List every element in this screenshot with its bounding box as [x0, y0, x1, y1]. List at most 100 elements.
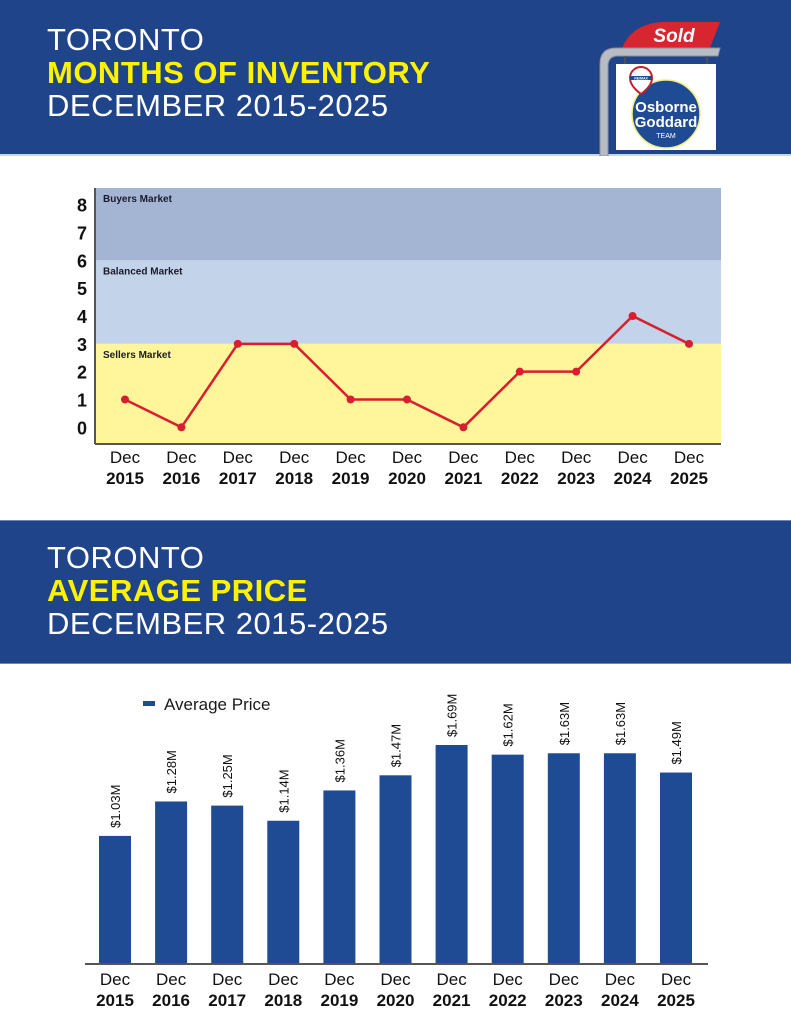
data-point: [459, 423, 468, 432]
remax-balloon-icon: [628, 66, 654, 96]
x-tick-label-year: 2025: [657, 991, 695, 1010]
x-tick-label-month: Dec: [223, 448, 254, 467]
x-tick-label-month: Dec: [100, 970, 131, 989]
x-tick-label-month: Dec: [617, 448, 648, 467]
x-tick-label-year: 2020: [377, 991, 415, 1010]
y-tick-label: 3: [77, 335, 87, 355]
x-tick-label-year: 2021: [444, 469, 482, 488]
remax-label: RE/MAX: [634, 77, 648, 81]
brand-circle: [631, 79, 701, 149]
x-tick-label-month: Dec: [212, 970, 243, 989]
x-tick-label-month: Dec: [448, 448, 479, 467]
y-tick-label: 1: [77, 390, 87, 410]
y-tick-label: 7: [77, 224, 87, 244]
y-tick-label: 2: [77, 363, 87, 383]
brand-line2: Goddard: [635, 114, 698, 131]
x-tick-label-month: Dec: [549, 970, 580, 989]
bar-value-label: $1.03M: [108, 785, 123, 828]
inventory-title-metric: MONTHS OF INVENTORY: [47, 55, 431, 90]
sold-banner-shape: [622, 22, 720, 48]
zone-sellers-market: [95, 343, 721, 444]
x-tick-label-year: 2025: [670, 469, 708, 488]
x-tick-label-year: 2019: [332, 469, 370, 488]
x-tick-label-year: 2016: [162, 469, 200, 488]
inventory-title: TORONTO MONTHS OF INVENTORY DECEMBER 201…: [47, 23, 430, 122]
sign-post-icon: [599, 47, 721, 156]
price-bar: [267, 820, 300, 964]
price-title-city: TORONTO: [47, 540, 205, 575]
bar-value-label: $1.36M: [332, 739, 347, 782]
bar-value-label: $1.25M: [220, 754, 235, 797]
x-tick-label-year: 2024: [601, 991, 639, 1010]
bar-value-label: $1.69M: [445, 694, 460, 737]
y-tick-label: 4: [77, 307, 87, 327]
data-point: [572, 367, 581, 376]
data-point: [290, 339, 299, 348]
bar-value-label: $1.63M: [613, 702, 628, 745]
bar-value-label: $1.28M: [164, 750, 179, 793]
x-tick-label-year: 2023: [557, 469, 595, 488]
data-point: [177, 423, 186, 432]
sold-label: Sold: [653, 26, 695, 47]
data-point: [515, 367, 524, 376]
x-tick-label-year: 2023: [545, 991, 583, 1010]
price-bar: [491, 754, 524, 964]
bar-value-label: $1.14M: [276, 769, 291, 812]
x-tick-label-year: 2018: [264, 991, 302, 1010]
price-bar-chart: Average Price $1.03M $1.28M $1.25M $1.14M $1…: [85, 694, 708, 1010]
legend-swatch: [143, 701, 155, 706]
price-title-metric: AVERAGE PRICE: [47, 573, 308, 608]
sold-sign-logo: Sold RE/MAX Osborne Goddard TEAM: [599, 22, 721, 156]
y-tick-label: 5: [77, 279, 87, 299]
x-tick-label-year: 2017: [208, 991, 246, 1010]
price-bar: [435, 745, 468, 964]
data-point: [403, 395, 411, 404]
x-tick-label-year: 2016: [152, 991, 190, 1010]
x-tick-label-year: 2018: [275, 469, 313, 488]
x-tick-label-month: Dec: [166, 448, 197, 467]
price-bar: [155, 801, 188, 964]
brand-line1: Osborne: [635, 99, 697, 116]
x-tick-label-year: 2015: [96, 991, 134, 1010]
x-tick-label-month: Dec: [561, 448, 592, 467]
price-bar: [211, 805, 244, 964]
price-bar: [99, 835, 131, 964]
zone-label-buyers-market: Buyers Market: [103, 194, 173, 205]
x-tick-label-month: Dec: [505, 448, 536, 467]
data-point: [233, 339, 242, 348]
x-tick-label-month: Dec: [380, 970, 411, 989]
bar-value-label: $1.49M: [669, 721, 684, 764]
brand-line3: TEAM: [656, 133, 676, 140]
x-tick-label-year: 2020: [388, 469, 426, 488]
y-tick-label: 8: [77, 196, 87, 216]
price-header-banner: TORONTO AVERAGE PRICE DECEMBER 2015-2025: [0, 520, 791, 664]
x-tick-label-month: Dec: [661, 970, 692, 989]
x-tick-label-month: Dec: [392, 448, 423, 467]
data-point: [685, 339, 693, 348]
y-tick-label: 0: [77, 418, 87, 438]
zone-label-sellers-market: Sellers Market: [103, 350, 171, 361]
x-tick-label-year: 2021: [433, 991, 471, 1010]
x-tick-label-year: 2022: [489, 991, 527, 1010]
legend: Average Price: [143, 695, 270, 714]
inventory-line-chart: Buyers Market Balanced Market Sellers Mark…: [77, 188, 721, 488]
x-tick-label-month: Dec: [268, 970, 299, 989]
x-tick-label-month: Dec: [436, 970, 467, 989]
x-tick-label-year: 2017: [219, 469, 257, 488]
x-tick-label-month: Dec: [335, 448, 366, 467]
x-tick-label-year: 2024: [614, 469, 652, 488]
zone-buyers-market: [95, 188, 721, 261]
bar-value-label: $1.63M: [557, 702, 572, 745]
inventory-title-period: DECEMBER 2015-2025: [47, 88, 389, 123]
x-tick-label-month: Dec: [279, 448, 310, 467]
x-tick-label-year: 2015: [106, 469, 144, 488]
price-bar: [603, 753, 636, 964]
x-tick-label-year: 2022: [501, 469, 539, 488]
x-tick-label-year: 2019: [320, 991, 358, 1010]
y-tick-label: 6: [77, 251, 87, 271]
inventory-header-banner: TORONTO MONTHS OF INVENTORY DECEMBER 201…: [0, 0, 791, 156]
data-point: [628, 312, 637, 320]
x-tick-label-month: Dec: [674, 448, 705, 467]
bar-value-label: $1.47M: [389, 724, 404, 767]
x-tick-label-month: Dec: [324, 970, 355, 989]
